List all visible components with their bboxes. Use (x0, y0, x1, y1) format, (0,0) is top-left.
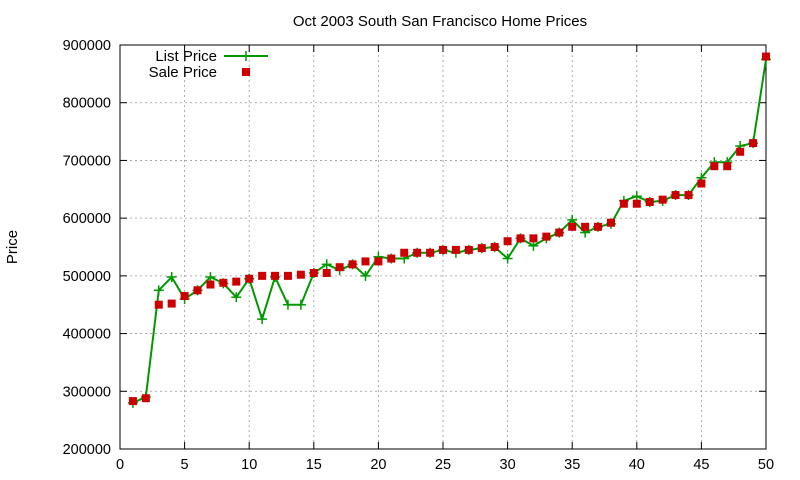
x-tick-label: 25 (435, 457, 451, 473)
sale-price-point (206, 280, 215, 289)
legend: List Price Sale Price (149, 48, 268, 81)
sale-price-point (232, 277, 241, 286)
legend-marker (242, 68, 250, 76)
x-tick-label: 5 (181, 457, 189, 473)
sale-price-point (451, 245, 460, 254)
sale-price-point (658, 195, 667, 204)
sale-price-point (154, 300, 163, 309)
legend-label-list-price: List Price (155, 48, 217, 65)
sale-price-point (322, 268, 331, 277)
sale-price-point (141, 394, 150, 403)
sale-price-point (271, 271, 280, 280)
x-tick-label: 40 (629, 457, 645, 473)
sale-price-point (361, 257, 370, 266)
axis-ticks (119, 44, 767, 450)
list-price-point (321, 259, 332, 270)
list-price-point (360, 270, 371, 281)
series-sale-price (128, 52, 770, 406)
x-tick-label: 20 (370, 457, 386, 473)
x-tick-label: 0 (116, 457, 124, 473)
sale-price-point (697, 179, 706, 188)
sale-price-point (128, 397, 137, 406)
legend-marker (241, 51, 251, 61)
list-price-point (166, 272, 177, 283)
legend-sample-list-price (224, 51, 268, 61)
x-tick-label: 30 (500, 457, 516, 473)
list-price-point (231, 292, 242, 303)
legend-sample-sale-price (242, 68, 250, 76)
sale-price-point (374, 257, 383, 266)
list-price-point (295, 299, 306, 310)
x-tick-label: 15 (306, 457, 322, 473)
list-price-line (132, 59, 767, 404)
grid (120, 45, 766, 449)
sale-price-point (167, 299, 176, 308)
sale-price-point (529, 234, 538, 243)
sale-price-point (348, 260, 357, 269)
y-tick-label: 700000 (63, 153, 111, 169)
sale-price-point (439, 245, 447, 254)
sale-price-point (387, 254, 396, 263)
sale-price-point (283, 271, 292, 280)
x-tick-label: 10 (241, 457, 257, 473)
y-tick-label: 800000 (63, 96, 111, 112)
y-tick-label: 400000 (63, 327, 111, 343)
list-price-point (282, 299, 293, 310)
sale-price-point (503, 237, 512, 246)
y-tick-label: 500000 (63, 269, 111, 285)
sale-price-point (219, 278, 228, 287)
sale-price-point (762, 52, 770, 61)
y-tick-label: 200000 (63, 442, 111, 458)
sale-price-point (619, 199, 628, 208)
y-tick-label: 600000 (63, 211, 111, 227)
sale-price-point (710, 162, 719, 171)
sale-price-point (296, 270, 305, 279)
sale-price-point (477, 244, 486, 253)
sale-price-point (413, 248, 422, 257)
sale-price-point (594, 222, 603, 231)
sale-price-point (606, 218, 615, 227)
sale-price-point (736, 147, 745, 156)
x-tick-label: 45 (693, 457, 709, 473)
sale-price-point (309, 268, 318, 277)
y-tick-label: 900000 (63, 38, 111, 54)
sale-price-point (632, 199, 641, 208)
sale-price-point (749, 139, 758, 148)
list-price-point (153, 285, 164, 296)
sale-price-point (671, 191, 680, 200)
sale-price-point (335, 263, 344, 272)
sale-price-point (568, 222, 577, 231)
y-axis-label: Price (4, 230, 21, 264)
sale-price-point (516, 234, 525, 243)
y-tick-labels: 200000 300000 400000 500000 600000 700000 8000… (63, 38, 111, 458)
list-price-point (257, 314, 268, 325)
sale-price-point (542, 232, 551, 241)
list-price-point (631, 191, 642, 202)
sale-price-point (555, 228, 564, 237)
sale-price-point (645, 197, 654, 206)
sale-price-point (245, 274, 254, 283)
x-tick-labels: 0 5 10 15 20 25 30 35 40 45 50 (116, 457, 774, 473)
x-tick-label: 35 (564, 457, 580, 473)
series-list-price (127, 54, 771, 408)
sale-price-point (180, 292, 189, 301)
y-tick-label: 300000 (63, 384, 111, 400)
legend-label-sale-price: Sale Price (149, 64, 217, 81)
sale-price-point (426, 248, 435, 257)
x-tick-label: 50 (758, 457, 774, 473)
sale-price-point (464, 245, 473, 254)
sale-price-point (490, 243, 499, 251)
sale-price-point (684, 191, 693, 200)
list-price-point (528, 240, 539, 251)
list-price-point (502, 253, 513, 264)
chart-title: Oct 2003 South San Francisco Home Prices (293, 13, 587, 30)
sale-price-point (258, 271, 267, 280)
sale-price-point (193, 286, 202, 295)
sale-price-point (581, 222, 590, 231)
sale-price-point (723, 162, 732, 171)
sale-price-point (400, 248, 409, 257)
list-price-point (205, 272, 216, 283)
